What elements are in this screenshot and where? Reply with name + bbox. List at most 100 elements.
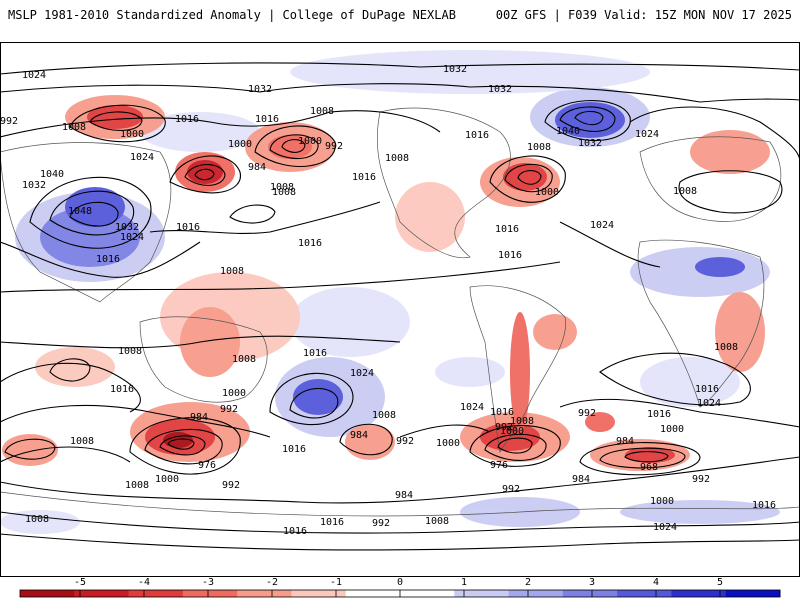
isobar-label: 1000 [500, 426, 524, 437]
anomaly-map[interactable]: 1024 1032 1032 1032 992 1008 1000 1016 1… [0, 42, 800, 577]
isobar-label: 1016 [255, 114, 279, 125]
isobar-label: 1016 [498, 250, 522, 261]
isobar-label: 1016 [495, 224, 519, 235]
run-info: 00Z GFS | F039 Valid: 15Z MON NOV 17 202… [495, 8, 792, 22]
colorbar-segment [74, 590, 130, 597]
isobar-label: 1008 [272, 187, 296, 198]
isobar-label: 1016 [283, 526, 307, 537]
map-title: MSLP 1981-2010 Standardized Anomaly | Co… [8, 8, 456, 22]
isobar-label: 1024 [697, 398, 721, 409]
isobar-label: 1016 [110, 384, 134, 395]
isobar-label: 1008 [232, 354, 256, 365]
colorbar: -5 -4 -3 -2 -1 0 1 2 3 4 5 [0, 574, 800, 600]
colorbar-segment [725, 590, 781, 597]
isobar-label: 1024 [460, 402, 484, 413]
isobar-label: 992 [222, 480, 240, 491]
isobar-label: 1032 [578, 138, 602, 149]
isobar-label: 1016 [96, 254, 120, 265]
isobar-label: 1008 [527, 142, 551, 153]
colorbar-tick-label: 5 [717, 577, 723, 588]
isobar-label: 1008 [70, 436, 94, 447]
colorbar-segment [400, 590, 455, 597]
isobar-label: 1008 [385, 153, 409, 164]
isobar-label: 1000 [650, 496, 674, 507]
isobar-label: 1000 [660, 424, 684, 435]
isobar-label: 992 [692, 474, 710, 485]
isobar-label: 1000 [222, 388, 246, 399]
isobar-label: 984 [616, 436, 634, 447]
coastlines [0, 107, 800, 517]
isobar-label: 1000 [436, 438, 460, 449]
isobar-label: 1032 [443, 64, 467, 75]
colorbar-tick-label: 4 [653, 577, 659, 588]
isobar-label: 1024 [350, 368, 374, 379]
isobar-label: 984 [572, 474, 590, 485]
isobar-label: 1016 [298, 238, 322, 249]
isobar-labels: 1024 1032 1032 1032 992 1008 1000 1016 1… [0, 64, 776, 537]
isobar-label: 1032 [248, 84, 272, 95]
isobar-label: 1008 [62, 122, 86, 133]
colorbar-segment [454, 590, 510, 597]
isobar-label: 1016 [647, 409, 671, 420]
isobar-label: 1008 [510, 416, 534, 427]
isobar-label: 1024 [120, 232, 144, 243]
isobar-label: 992 [396, 436, 414, 447]
isobar-label: 1008 [125, 480, 149, 491]
isobar-label: 1016 [352, 172, 376, 183]
colorbar-tick-label: 2 [525, 577, 531, 588]
isobar-label: 1008 [372, 410, 396, 421]
isobar-label: 1016 [175, 114, 199, 125]
isobar-label: 992 [0, 116, 18, 127]
isobar-label: 984 [190, 412, 208, 423]
isobar-label: 1016 [320, 517, 344, 528]
isobar-label: 992 [578, 408, 596, 419]
isobar-label: 1024 [590, 220, 614, 231]
colorbar-tick-label: -2 [266, 577, 278, 588]
isobar-label: 1032 [488, 84, 512, 95]
isobar-label: 1016 [490, 407, 514, 418]
isobar-label: 1024 [22, 70, 46, 81]
isobar-label: 976 [198, 460, 216, 471]
isobar-label: 1016 [695, 384, 719, 395]
colorbar-segment [508, 590, 564, 597]
colorbar-segment [617, 590, 672, 597]
colorbar-tick-label: -1 [330, 577, 342, 588]
isobar-label: 1000 [298, 136, 322, 147]
isobar-label: 976 [490, 460, 508, 471]
isobar-label: 1008 [425, 516, 449, 527]
isobar-label: 1000 [228, 139, 252, 150]
isobar-label: 1008 [118, 346, 142, 357]
colorbar-tick-label: 0 [397, 577, 403, 588]
colorbar-svg: -5 -4 -3 -2 -1 0 1 2 3 4 5 [19, 577, 781, 598]
isobar-label: 984 [350, 430, 368, 441]
colorbar-tick-label: -5 [74, 577, 86, 588]
colorbar-segment [128, 590, 184, 597]
isobar-label: 992 [220, 404, 238, 415]
colorbar-segment [562, 590, 618, 597]
isobar-label: 1024 [130, 152, 154, 163]
isobar-label: 984 [248, 162, 266, 173]
isobar-label: 984 [395, 490, 413, 501]
isobar-label: 968 [640, 462, 658, 473]
isobar-label: 992 [495, 422, 513, 433]
isobar-label: 1008 [714, 342, 738, 353]
isobar-label: 1016 [282, 444, 306, 455]
isobar-label: 1024 [653, 522, 677, 533]
colorbar-segment [291, 590, 347, 597]
colorbar-segment [237, 590, 292, 597]
isobar-label: 1016 [303, 348, 327, 359]
isobar-label: 1000 [535, 187, 559, 198]
header: MSLP 1981-2010 Standardized Anomaly | Co… [0, 0, 800, 40]
isobar-label: 1008 [310, 106, 334, 117]
isobar-label: 1032 [115, 222, 139, 233]
map-panel[interactable]: 1024 1032 1032 1032 992 1008 1000 1016 1… [0, 42, 800, 577]
isobar-label: 1016 [176, 222, 200, 233]
isobar-label: 1008 [673, 186, 697, 197]
isobar-label: 1016 [465, 130, 489, 141]
isobar-label: 992 [325, 141, 343, 152]
colorbar-segment [182, 590, 238, 597]
isobar-label: 1008 [270, 182, 294, 193]
isobar-label: 1008 [25, 514, 49, 525]
isobar-label: 1048 [68, 206, 92, 217]
isobar-label: 1016 [752, 500, 776, 511]
